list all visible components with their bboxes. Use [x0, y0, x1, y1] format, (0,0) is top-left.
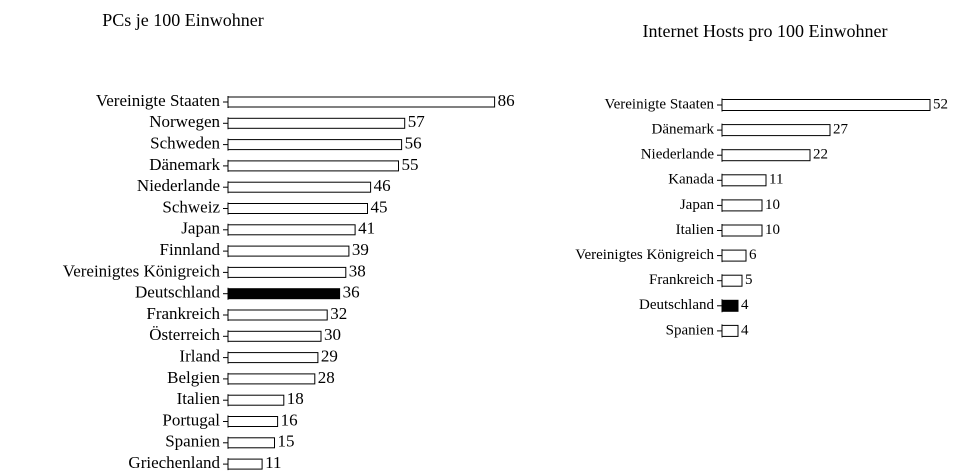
bar [227, 117, 406, 129]
bar [227, 416, 279, 427]
value-label: 30 [324, 325, 341, 344]
bar [227, 139, 403, 151]
value-label: 27 [833, 122, 849, 138]
value-label: 32 [330, 304, 347, 323]
value-label: 39 [352, 240, 369, 259]
bar [721, 149, 811, 162]
category-label: Frankreich [649, 272, 714, 288]
category-label: Belgien [167, 368, 220, 387]
category-label: Spanien [666, 322, 715, 338]
value-label: 86 [498, 91, 515, 110]
bar [227, 245, 350, 257]
bar [721, 224, 763, 237]
category-label: Vereinigte Staaten [604, 96, 714, 112]
value-label: 15 [278, 432, 295, 451]
value-label: 56 [405, 134, 422, 153]
value-label: 41 [358, 219, 375, 238]
chart-title: PCs je 100 Einwohner [102, 10, 264, 30]
value-label: 16 [281, 410, 298, 429]
value-label: 46 [374, 176, 391, 195]
category-label: Deutschland [135, 283, 220, 302]
category-label: Niederlande [137, 176, 220, 195]
category-label: Vereinigtes Königreich [575, 247, 714, 263]
bar [227, 96, 496, 108]
bar [721, 199, 763, 212]
value-label: 45 [371, 197, 388, 216]
value-label: 10 [765, 222, 780, 238]
category-label: Spanien [165, 432, 220, 451]
category-label: Japan [181, 219, 220, 238]
value-label: 52 [933, 96, 948, 112]
category-label: Vereinigte Staaten [96, 91, 221, 110]
bar [721, 324, 739, 337]
category-label: Dänemark [652, 122, 715, 138]
bar [227, 437, 275, 449]
bar [227, 181, 372, 193]
category-label: Italien [177, 389, 221, 408]
bar [721, 99, 931, 111]
category-label: Frankreich [146, 304, 220, 323]
bar [227, 160, 399, 172]
category-label: Irland [179, 347, 220, 366]
value-label: 22 [813, 147, 828, 163]
value-label: 55 [402, 155, 419, 174]
category-label: Japan [680, 197, 715, 213]
bar [721, 174, 767, 187]
value-label: 5 [745, 272, 753, 288]
category-label: Norwegen [149, 112, 220, 131]
bar [227, 352, 319, 364]
category-label: Österreich [149, 325, 220, 344]
category-label: Schweden [150, 134, 220, 153]
value-label: 28 [318, 368, 335, 387]
bar [721, 274, 743, 287]
value-label: 29 [321, 347, 338, 366]
value-label: 11 [265, 453, 281, 472]
chart-title: Internet Hosts pro 100 Einwohner [643, 21, 888, 41]
category-label: Vereinigtes Königreich [63, 261, 221, 280]
category-label: Niederlande [641, 147, 715, 163]
value-label: 18 [287, 389, 304, 408]
category-label: Portugal [162, 410, 220, 429]
category-label: Dänemark [149, 155, 220, 174]
bar [227, 458, 263, 470]
value-label: 36 [343, 283, 360, 302]
bar [721, 249, 747, 262]
bar [227, 203, 368, 214]
bar [227, 288, 341, 300]
category-label: Griechenland [128, 453, 220, 472]
category-label: Schweiz [162, 197, 220, 216]
bar [721, 124, 831, 137]
value-label: 10 [765, 197, 780, 213]
value-label: 6 [749, 247, 757, 263]
value-label: 11 [769, 172, 783, 188]
bar [227, 373, 316, 385]
bar [227, 330, 322, 342]
value-label: 4 [741, 322, 749, 338]
value-label: 4 [741, 297, 749, 313]
bar [227, 266, 347, 278]
category-label: Deutschland [639, 297, 714, 313]
bar [227, 224, 356, 236]
value-label: 38 [349, 261, 366, 280]
category-label: Italien [676, 222, 715, 238]
value-label: 57 [408, 112, 426, 131]
bar [721, 299, 739, 312]
bar [227, 394, 285, 406]
bar [227, 309, 328, 321]
category-label: Kanada [668, 172, 714, 188]
category-label: Finnland [160, 240, 221, 259]
